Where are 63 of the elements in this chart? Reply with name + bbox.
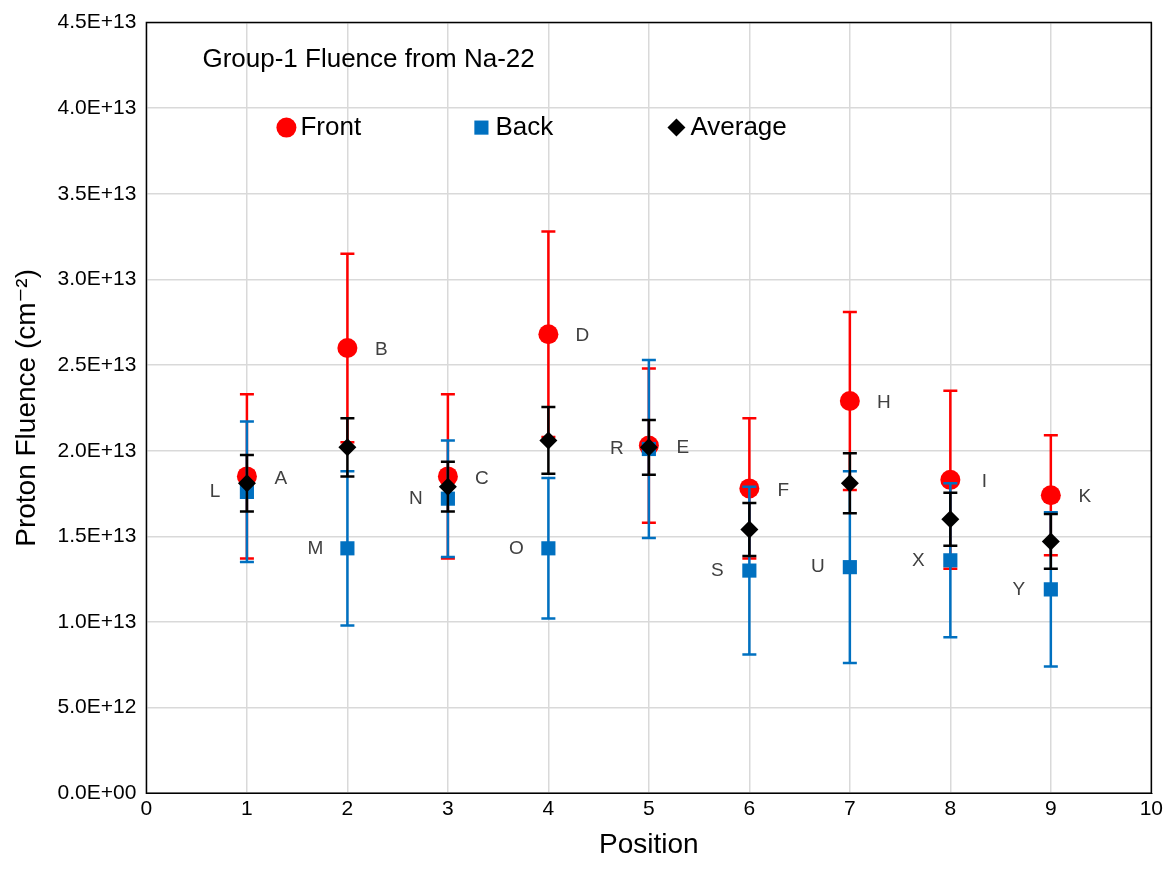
annotation: M [307, 536, 324, 558]
annotation: H [876, 391, 891, 413]
legend-label: Front [300, 110, 362, 141]
annotation: B [375, 338, 388, 360]
point [340, 541, 355, 556]
x-tick-label: 6 [743, 795, 756, 819]
point [742, 563, 757, 578]
text: Group-1 Fluence from Na-22 [202, 42, 535, 73]
y-tick-label: 2.5E+13 [57, 351, 137, 375]
point [337, 337, 358, 358]
point [438, 477, 457, 496]
annotation: Y [1012, 577, 1026, 599]
y-tick-label: 2.0E+13 [57, 437, 137, 461]
x-tick-label: 5 [643, 795, 655, 819]
x-tick-label: 8 [944, 795, 957, 819]
y-tick-label: 1.5E+13 [57, 523, 137, 547]
legend-label: Back [495, 110, 555, 141]
point [1043, 582, 1058, 597]
annotation: D [575, 324, 590, 346]
point [941, 510, 960, 529]
x-tick-label: 3 [442, 795, 454, 819]
legend-label: Average [690, 110, 787, 141]
y-tick-label: 4.0E+13 [57, 95, 137, 119]
point [539, 431, 558, 450]
point [842, 560, 857, 575]
point [538, 324, 559, 345]
y-tick-label: 3.5E+13 [57, 180, 137, 204]
annotation: R [610, 437, 624, 459]
point [338, 438, 357, 457]
annotation: E [676, 435, 690, 457]
y-tick-label: 4.5E+13 [57, 9, 137, 33]
y-tick-label: 5.0E+12 [57, 694, 137, 718]
point [237, 474, 256, 493]
annotation: L [209, 480, 221, 502]
annotation: K [1078, 485, 1092, 507]
x-tick-label: 9 [1044, 795, 1057, 819]
y-tick-label: 0.0E+00 [57, 780, 137, 803]
point [1041, 532, 1060, 551]
annotation: X [912, 548, 925, 570]
y-tick-label: 1.0E+13 [57, 608, 137, 632]
point [740, 520, 759, 539]
annotation: U [810, 555, 825, 577]
annotation: C [475, 466, 489, 488]
x-tick-label: 2 [341, 795, 354, 819]
point [943, 553, 958, 568]
annotation: O [508, 536, 524, 558]
point [541, 541, 556, 556]
annotation: N [409, 486, 423, 508]
x-tick-label: 7 [844, 795, 856, 819]
annotation: S [711, 558, 724, 580]
x-tick-label: 4 [542, 795, 555, 819]
point [840, 474, 859, 493]
annotation: A [274, 466, 288, 488]
x-tick-label: 0 [140, 795, 153, 819]
x-tick-label: 10 [1139, 795, 1163, 819]
point [839, 391, 860, 412]
annotation: F [777, 478, 790, 500]
x-axis-title: Position [599, 827, 699, 859]
annotation: I [981, 470, 987, 492]
point [1040, 485, 1061, 506]
y-tick-label: 3.0E+13 [57, 266, 137, 290]
x-tick-label: 1 [241, 795, 253, 819]
y-axis-title: Proton Fluence (cm⁻²) [9, 269, 41, 547]
